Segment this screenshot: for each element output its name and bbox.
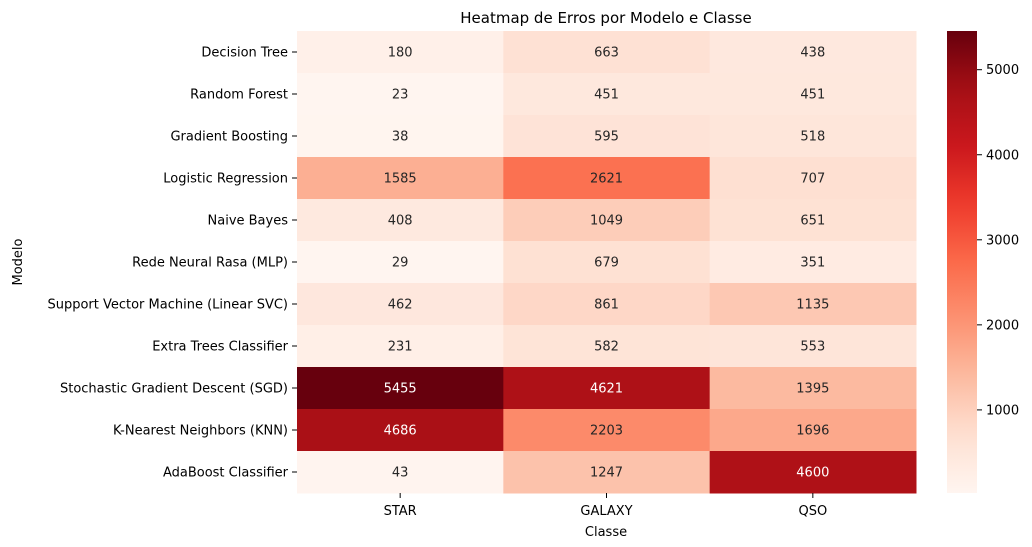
cell-value-label: 23 <box>392 88 409 103</box>
cell-value-label: 663 <box>594 46 619 61</box>
y-tick-label: Logistic Regression <box>163 172 288 187</box>
cell-labels: 180 663 438 23 451 451 38 595 518 1585 2621 707 408 1… <box>384 46 830 481</box>
colorbar: 1000 2000 3000 4000 5000 <box>947 31 1019 493</box>
heatmap-cell <box>709 241 917 284</box>
cell-value-label: 595 <box>594 130 619 145</box>
cell-value-label: 582 <box>594 340 619 355</box>
heatmap-cell <box>297 199 504 242</box>
cell-value-label: 2621 <box>590 172 623 187</box>
y-axis-label: Modelo <box>11 238 26 285</box>
heatmap-cell <box>709 157 917 200</box>
cell-value-label: 231 <box>388 340 413 355</box>
colorbar-gradient <box>947 31 977 493</box>
heatmap-cell <box>503 367 711 410</box>
y-tick-label: Random Forest <box>190 88 288 103</box>
cell-value-label: 1049 <box>590 214 623 229</box>
x-tick-label: STAR <box>384 504 417 519</box>
cell-value-label: 451 <box>800 88 825 103</box>
cell-value-label: 438 <box>800 46 825 61</box>
cell-value-label: 1247 <box>590 466 623 481</box>
cell-value-label: 2203 <box>590 424 623 439</box>
heatmap-cell <box>297 325 504 368</box>
heatmap-cell <box>297 31 504 74</box>
y-tick-label: Decision Tree <box>201 46 288 61</box>
cell-value-label: 43 <box>392 466 409 481</box>
cell-value-label: 651 <box>800 214 825 229</box>
colorbar-tick-label: 1000 <box>986 403 1019 418</box>
heatmap-cell <box>709 367 917 410</box>
colorbar-tick-label: 5000 <box>986 63 1019 78</box>
heatmap-cell <box>503 115 711 158</box>
heatmap-cell <box>503 199 711 242</box>
heatmap-cell <box>297 241 504 284</box>
heatmap-cell <box>503 31 711 74</box>
cell-value-label: 4686 <box>384 424 417 439</box>
heatmap-cells <box>297 31 917 494</box>
heatmap-cell <box>709 283 917 326</box>
heatmap-cell <box>503 409 711 452</box>
heatmap-cell <box>503 241 711 284</box>
heatmap-cell <box>297 73 504 116</box>
colorbar-tick-label: 2000 <box>986 318 1019 333</box>
heatmap-cell <box>709 451 917 494</box>
cell-value-label: 1696 <box>796 424 829 439</box>
cell-value-label: 1135 <box>796 298 829 313</box>
colorbar-tick-label: 4000 <box>986 148 1019 163</box>
y-tick-label: Rede Neural Rasa (MLP) <box>132 256 288 271</box>
x-tick-label: QSO <box>798 504 827 519</box>
cell-value-label: 861 <box>594 298 619 313</box>
y-tick-label: Extra Trees Classifier <box>152 340 288 355</box>
chart-title: Heatmap de Erros por Modelo e Classe <box>460 9 751 27</box>
cell-value-label: 451 <box>594 88 619 103</box>
cell-value-label: 1585 <box>384 172 417 187</box>
y-axis: Decision Tree Random Forest Gradient Boost… <box>47 46 297 481</box>
heatmap-cell <box>503 73 711 116</box>
heatmap-cell <box>709 199 917 242</box>
heatmap-cell <box>297 367 504 410</box>
heatmap-cell <box>297 451 504 494</box>
y-tick-label: Stochastic Gradient Descent (SGD) <box>60 382 288 397</box>
y-tick-label: Gradient Boosting <box>170 130 288 145</box>
cell-value-label: 679 <box>594 256 619 271</box>
heatmap-cell <box>297 157 504 200</box>
cell-value-label: 4621 <box>590 382 623 397</box>
x-tick-label: GALAXY <box>580 504 632 519</box>
cell-value-label: 1395 <box>796 382 829 397</box>
y-tick-label: Support Vector Machine (Linear SVC) <box>47 298 288 313</box>
heatmap-cell <box>709 73 917 116</box>
cell-value-label: 5455 <box>384 382 417 397</box>
colorbar-tick-label: 3000 <box>986 233 1019 248</box>
y-tick-label: Naive Bayes <box>208 214 289 229</box>
cell-value-label: 180 <box>388 46 413 61</box>
cell-value-label: 553 <box>800 340 825 355</box>
cell-value-label: 29 <box>392 256 409 271</box>
heatmap-cell <box>297 409 504 452</box>
cell-value-label: 38 <box>392 130 409 145</box>
cell-value-label: 462 <box>388 298 413 313</box>
cell-value-label: 518 <box>800 130 825 145</box>
cell-value-label: 408 <box>388 214 413 229</box>
cell-value-label: 707 <box>800 172 825 187</box>
heatmap-cell <box>709 115 917 158</box>
heatmap-cell <box>503 325 711 368</box>
cell-value-label: 4600 <box>796 466 829 481</box>
heatmap-cell <box>709 31 917 74</box>
y-tick-label: K-Nearest Neighbors (KNN) <box>113 424 288 439</box>
cell-value-label: 351 <box>800 256 825 271</box>
heatmap-cell <box>297 283 504 326</box>
heatmap-cell <box>503 157 711 200</box>
heatmap-cell <box>709 325 917 368</box>
heatmap-cell <box>297 115 504 158</box>
heatmap-cell <box>503 451 711 494</box>
y-tick-label: AdaBoost Classifier <box>163 466 289 481</box>
heatmap-cell <box>709 409 917 452</box>
heatmap-cell <box>503 283 711 326</box>
x-axis: STAR GALAXY QSO <box>384 493 827 519</box>
x-axis-label: Classe <box>585 525 627 540</box>
